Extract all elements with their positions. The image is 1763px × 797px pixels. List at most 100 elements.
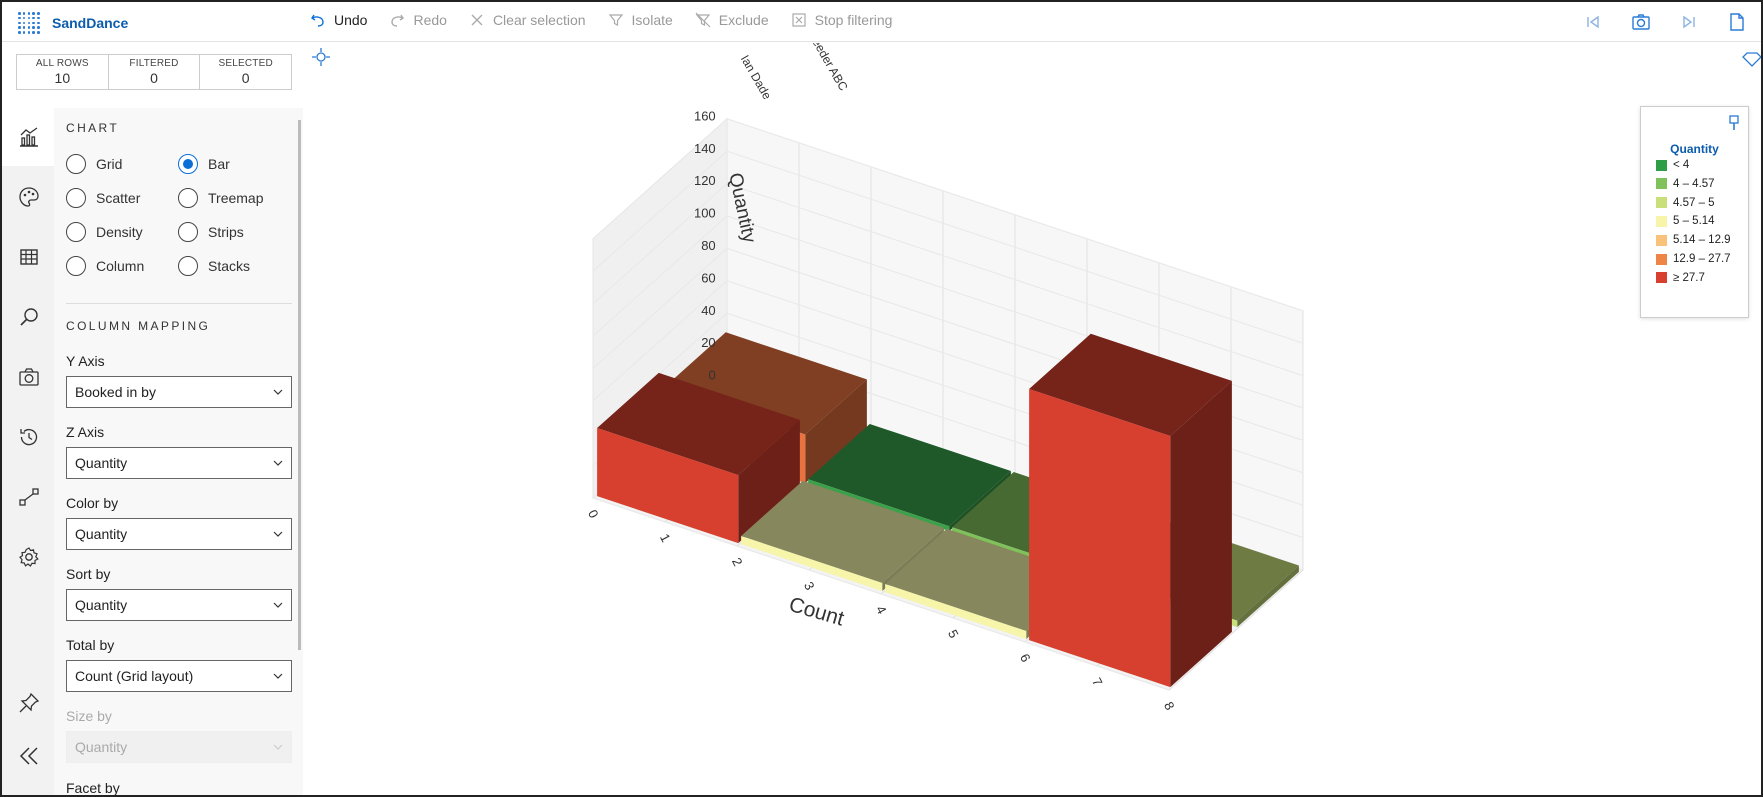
next-snapshot-icon[interactable] — [1679, 12, 1699, 32]
gridline — [726, 118, 1304, 312]
previous-snapshot-icon[interactable] — [1583, 12, 1603, 32]
z-tick-label: 120 — [694, 173, 716, 188]
chevron-down-icon — [273, 673, 283, 679]
filtered-count[interactable]: FILTERED 0 — [109, 55, 201, 89]
palette-icon[interactable] — [17, 185, 41, 209]
total-by-select[interactable]: Count (Grid layout) — [66, 660, 292, 692]
y-axis-select[interactable]: Booked in by — [66, 376, 292, 408]
z-axis-select[interactable]: Quantity — [66, 447, 292, 479]
exclude-filter-icon — [695, 12, 711, 28]
all-rows-value: 10 — [54, 70, 71, 86]
settings-icon[interactable] — [17, 545, 41, 569]
x-tick-label: 0 — [585, 507, 602, 520]
legend-item[interactable]: 12.9 – 27.7 — [1656, 253, 1731, 265]
radio-treemap[interactable] — [178, 188, 198, 208]
history-icon[interactable] — [17, 425, 41, 449]
chart-type-strips[interactable]: Strips — [178, 222, 244, 242]
legend-item[interactable]: 4 – 4.57 — [1656, 178, 1715, 190]
x-tick-label: 5 — [945, 627, 962, 640]
undo-button[interactable]: Undo — [310, 12, 367, 28]
legend-swatch — [1656, 253, 1667, 265]
legend-label: 12.9 – 27.7 — [1673, 253, 1731, 265]
sidebar-panel: CHART Grid Bar Scatter Treemap Density S… — [54, 108, 303, 795]
legend-item[interactable]: 5 – 5.14 — [1656, 215, 1715, 227]
clear-selection-button[interactable]: Clear selection — [469, 12, 586, 28]
chevron-down-icon — [273, 460, 283, 466]
bar-side — [805, 379, 867, 484]
stop-filtering-button[interactable]: Stop filtering — [791, 12, 892, 28]
y-category-label: StoreFeeder ABC — [791, 43, 850, 93]
chart-type-bar[interactable]: Bar — [178, 154, 230, 174]
bar[interactable] — [1029, 333, 1232, 688]
legend-swatch — [1656, 159, 1667, 171]
isolate-button[interactable]: Isolate — [608, 12, 673, 28]
bar-side — [1170, 380, 1232, 688]
radio-column[interactable] — [66, 256, 86, 276]
gridline — [726, 183, 1304, 377]
x-tick-label: 4 — [873, 603, 890, 616]
legend-item[interactable]: 5.14 – 12.9 — [1656, 234, 1731, 246]
paintbrush-icon[interactable] — [1728, 115, 1740, 131]
color-by-select[interactable]: Quantity — [66, 518, 292, 550]
chevron-down-icon — [273, 602, 283, 608]
bar-top — [597, 372, 800, 476]
chart-canvas[interactable]: 0 20 40 60 80 100 120 140 160 0 1 2 3 4 5 6 7 8 Ian Dade St… — [303, 2, 1763, 797]
radio-stacks[interactable] — [178, 256, 198, 276]
chart-icon[interactable] — [17, 125, 41, 149]
x-tick-label: 1 — [657, 531, 674, 544]
chart-type-stacks[interactable]: Stacks — [178, 256, 250, 276]
redo-button[interactable]: Redo — [389, 12, 447, 28]
diamond-icon-shape — [1742, 52, 1761, 67]
table-icon[interactable] — [17, 245, 41, 269]
camera-snapshot-icon[interactable] — [1631, 12, 1651, 32]
top-right-actions — [1583, 12, 1747, 32]
chart-type-scatter[interactable]: Scatter — [66, 188, 140, 208]
legend-item[interactable]: < 4 — [1656, 159, 1689, 171]
camera-icon[interactable] — [17, 365, 41, 389]
sanddance-logo-icon — [18, 12, 40, 34]
legend-title[interactable]: Quantity — [1670, 142, 1719, 156]
gridline — [592, 118, 728, 240]
sort-by-select[interactable]: Quantity — [66, 589, 292, 621]
bar[interactable] — [597, 372, 800, 544]
chart-type-density[interactable]: Density — [66, 222, 143, 242]
chart-type-label: Bar — [208, 156, 230, 172]
chevron-down-icon — [273, 531, 283, 537]
all-rows-label: ALL ROWS — [35, 58, 89, 69]
radio-strips[interactable] — [178, 222, 198, 242]
bar-chart-3d[interactable]: 0 20 40 60 80 100 120 140 160 0 1 2 3 4 5 6 7 8 Ian Dade St… — [303, 2, 1763, 797]
transition-icon[interactable] — [17, 485, 41, 509]
pin-icon[interactable] — [17, 691, 41, 715]
chart-type-column[interactable]: Column — [66, 256, 144, 276]
search-icon[interactable] — [17, 305, 41, 329]
all-rows-count[interactable]: ALL ROWS 10 — [17, 55, 109, 89]
color-by-label: Color by — [66, 495, 119, 511]
selected-count[interactable]: SELECTED 0 — [200, 55, 291, 89]
chart-type-treemap[interactable]: Treemap — [178, 188, 264, 208]
radio-bar[interactable] — [178, 154, 198, 174]
z-tick-label: 20 — [701, 335, 715, 350]
chart-type-label: Scatter — [96, 190, 141, 206]
radio-density[interactable] — [66, 222, 86, 242]
recenter-icon[interactable] — [312, 48, 330, 66]
legend-item[interactable]: ≥ 27.7 — [1656, 272, 1705, 284]
radio-grid[interactable] — [66, 154, 86, 174]
x-tick-label: 8 — [1161, 699, 1178, 712]
exclude-button[interactable]: Exclude — [695, 12, 769, 28]
z-tick-label: 140 — [694, 141, 716, 156]
diamond-icon[interactable] — [1742, 52, 1761, 67]
z-axis-label: Z Axis — [66, 424, 105, 440]
collapse-icon[interactable] — [17, 744, 41, 768]
bar-side — [738, 419, 800, 544]
legend-swatch — [1656, 197, 1667, 209]
undo-icon — [311, 14, 324, 27]
rail-selection-highlight — [2, 108, 54, 166]
gridline — [592, 215, 728, 337]
panel-scrollbar[interactable] — [298, 120, 301, 650]
radio-scatter[interactable] — [66, 188, 86, 208]
app-logo[interactable]: SandDance — [18, 12, 128, 34]
legend-label: ≥ 27.7 — [1673, 271, 1705, 284]
legend-item[interactable]: 4.57 – 5 — [1656, 197, 1715, 209]
chart-type-grid[interactable]: Grid — [66, 154, 122, 174]
document-icon[interactable] — [1727, 12, 1747, 32]
